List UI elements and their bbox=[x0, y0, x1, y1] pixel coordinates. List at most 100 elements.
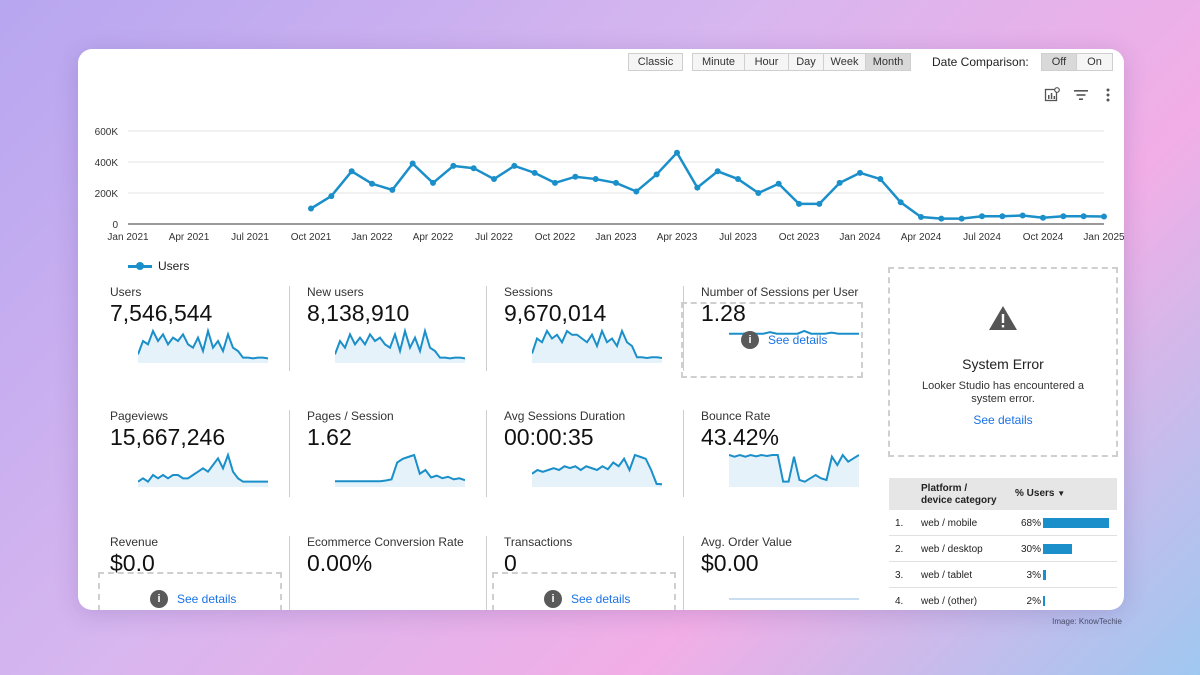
data-point[interactable] bbox=[857, 169, 863, 176]
data-point[interactable] bbox=[1080, 213, 1087, 220]
data-point[interactable] bbox=[389, 186, 396, 193]
data-point[interactable] bbox=[450, 162, 457, 169]
data-point[interactable] bbox=[694, 184, 701, 191]
data-point[interactable] bbox=[1060, 213, 1067, 220]
data-point[interactable] bbox=[1040, 214, 1046, 221]
granularity-day-button[interactable]: Day bbox=[789, 54, 824, 70]
data-point[interactable] bbox=[531, 169, 538, 176]
metric-card[interactable]: Transactions 0 bbox=[504, 535, 694, 610]
data-point[interactable] bbox=[491, 176, 497, 183]
row-rank: 2. bbox=[895, 544, 904, 555]
filter-icon[interactable] bbox=[1073, 87, 1089, 103]
data-point[interactable] bbox=[897, 199, 904, 206]
granularity-hour-button[interactable]: Hour bbox=[745, 54, 789, 70]
metric-card[interactable]: Users 7,546,544 bbox=[110, 285, 300, 395]
sparkline-area bbox=[729, 455, 859, 487]
metric-card[interactable]: Ecommerce Conversion Rate 0.00% bbox=[307, 535, 497, 610]
data-point[interactable] bbox=[348, 168, 355, 175]
granularity-week-button[interactable]: Week bbox=[824, 54, 866, 70]
x-tick-label: Jul 2024 bbox=[963, 232, 1001, 243]
data-point[interactable] bbox=[755, 190, 762, 196]
row-label: web / desktop bbox=[921, 544, 983, 555]
metric-card[interactable]: Revenue $0.0 bbox=[110, 535, 300, 610]
table-row[interactable]: 3. web / tablet 3% bbox=[889, 562, 1117, 588]
comparison-on-button[interactable]: On bbox=[1077, 54, 1112, 70]
table-row[interactable]: 2. web / desktop 30% bbox=[889, 536, 1117, 562]
data-point[interactable] bbox=[816, 200, 823, 207]
granularity-minute-button[interactable]: Minute bbox=[693, 54, 745, 70]
data-point[interactable] bbox=[938, 215, 945, 222]
data-point[interactable] bbox=[572, 173, 579, 180]
data-point[interactable] bbox=[918, 214, 924, 221]
data-point[interactable] bbox=[369, 180, 375, 187]
metric-card[interactable]: Avg. Order Value $0.00 bbox=[701, 535, 891, 610]
sparkline-line bbox=[138, 451, 268, 484]
see-details-link[interactable]: i See details bbox=[150, 590, 236, 608]
sparkline-line bbox=[335, 327, 465, 360]
metric-label: Bounce Rate bbox=[701, 409, 771, 423]
divider bbox=[683, 286, 684, 371]
data-point[interactable] bbox=[714, 168, 721, 175]
metric-label: Pageviews bbox=[110, 409, 169, 423]
data-point[interactable] bbox=[592, 176, 599, 183]
granularity-month-button[interactable]: Month bbox=[866, 54, 910, 70]
data-point[interactable] bbox=[735, 176, 741, 183]
chart-settings-icon[interactable] bbox=[1044, 87, 1060, 103]
data-point[interactable] bbox=[633, 188, 640, 195]
more-vert-icon[interactable] bbox=[1100, 87, 1116, 103]
info-icon: i bbox=[741, 331, 759, 349]
data-point[interactable] bbox=[1019, 212, 1026, 219]
row-rank: 4. bbox=[895, 596, 904, 607]
chart-legend[interactable]: Users bbox=[128, 259, 189, 273]
see-details-link[interactable]: i See details bbox=[544, 590, 630, 608]
metric-card[interactable]: Sessions 9,670,014 bbox=[504, 285, 694, 395]
metric-card[interactable]: New users 8,138,910 bbox=[307, 285, 497, 395]
y-tick-label: 0 bbox=[112, 220, 118, 231]
warning-icon bbox=[989, 306, 1017, 330]
data-point[interactable] bbox=[674, 149, 680, 156]
data-point[interactable] bbox=[409, 160, 416, 167]
data-point[interactable] bbox=[613, 179, 619, 186]
table-row[interactable]: 4. web / (other) 2% bbox=[889, 588, 1117, 610]
metric-card[interactable]: Number of Sessions per User 1.28 bbox=[701, 285, 891, 395]
metric-label: Sessions bbox=[504, 285, 553, 299]
divider bbox=[486, 286, 487, 371]
classic-button[interactable]: Classic bbox=[628, 53, 683, 71]
see-details-link[interactable]: i See details bbox=[741, 331, 827, 349]
metric-card[interactable]: Pages / Session 1.62 bbox=[307, 409, 497, 519]
data-point[interactable] bbox=[999, 213, 1006, 220]
comparison-off-button[interactable]: Off bbox=[1042, 54, 1077, 70]
row-rank: 3. bbox=[895, 570, 904, 581]
table-header-metric[interactable]: % Users ▼ bbox=[1015, 488, 1066, 499]
data-point[interactable] bbox=[470, 165, 477, 172]
data-point[interactable] bbox=[430, 179, 436, 186]
x-tick-label: Jan 2022 bbox=[351, 232, 393, 243]
data-point[interactable] bbox=[958, 215, 965, 222]
table-row[interactable]: 1. web / mobile 68% bbox=[889, 510, 1117, 536]
sparkline-line bbox=[138, 327, 268, 360]
data-point[interactable] bbox=[308, 205, 314, 212]
data-point[interactable] bbox=[1101, 213, 1107, 220]
data-point[interactable] bbox=[979, 213, 985, 220]
data-point[interactable] bbox=[552, 179, 558, 186]
divider bbox=[289, 286, 290, 371]
data-point[interactable] bbox=[796, 200, 802, 207]
system-error-see-details-link[interactable]: See details bbox=[973, 413, 1033, 427]
data-point[interactable] bbox=[836, 179, 843, 186]
system-error-title: System Error bbox=[962, 356, 1044, 372]
row-bar bbox=[1043, 596, 1045, 606]
data-point[interactable] bbox=[877, 176, 884, 183]
data-point[interactable] bbox=[653, 171, 660, 178]
info-icon: i bbox=[544, 590, 562, 608]
metric-card[interactable]: Pageviews 15,667,246 bbox=[110, 409, 300, 519]
data-point[interactable] bbox=[328, 193, 335, 200]
data-point[interactable] bbox=[511, 162, 518, 169]
system-error-message: Looker Studio has encountered a system e… bbox=[921, 380, 1085, 405]
table-header-dimension[interactable]: Platform / device category bbox=[921, 483, 997, 506]
metric-card[interactable]: Bounce Rate 43.42% bbox=[701, 409, 891, 519]
data-point[interactable] bbox=[775, 180, 782, 187]
see-details-placeholder bbox=[98, 572, 282, 610]
sparkline bbox=[138, 451, 268, 487]
row-percent: 30% bbox=[1020, 544, 1041, 555]
metric-card[interactable]: Avg Sessions Duration 00:00:35 bbox=[504, 409, 694, 519]
